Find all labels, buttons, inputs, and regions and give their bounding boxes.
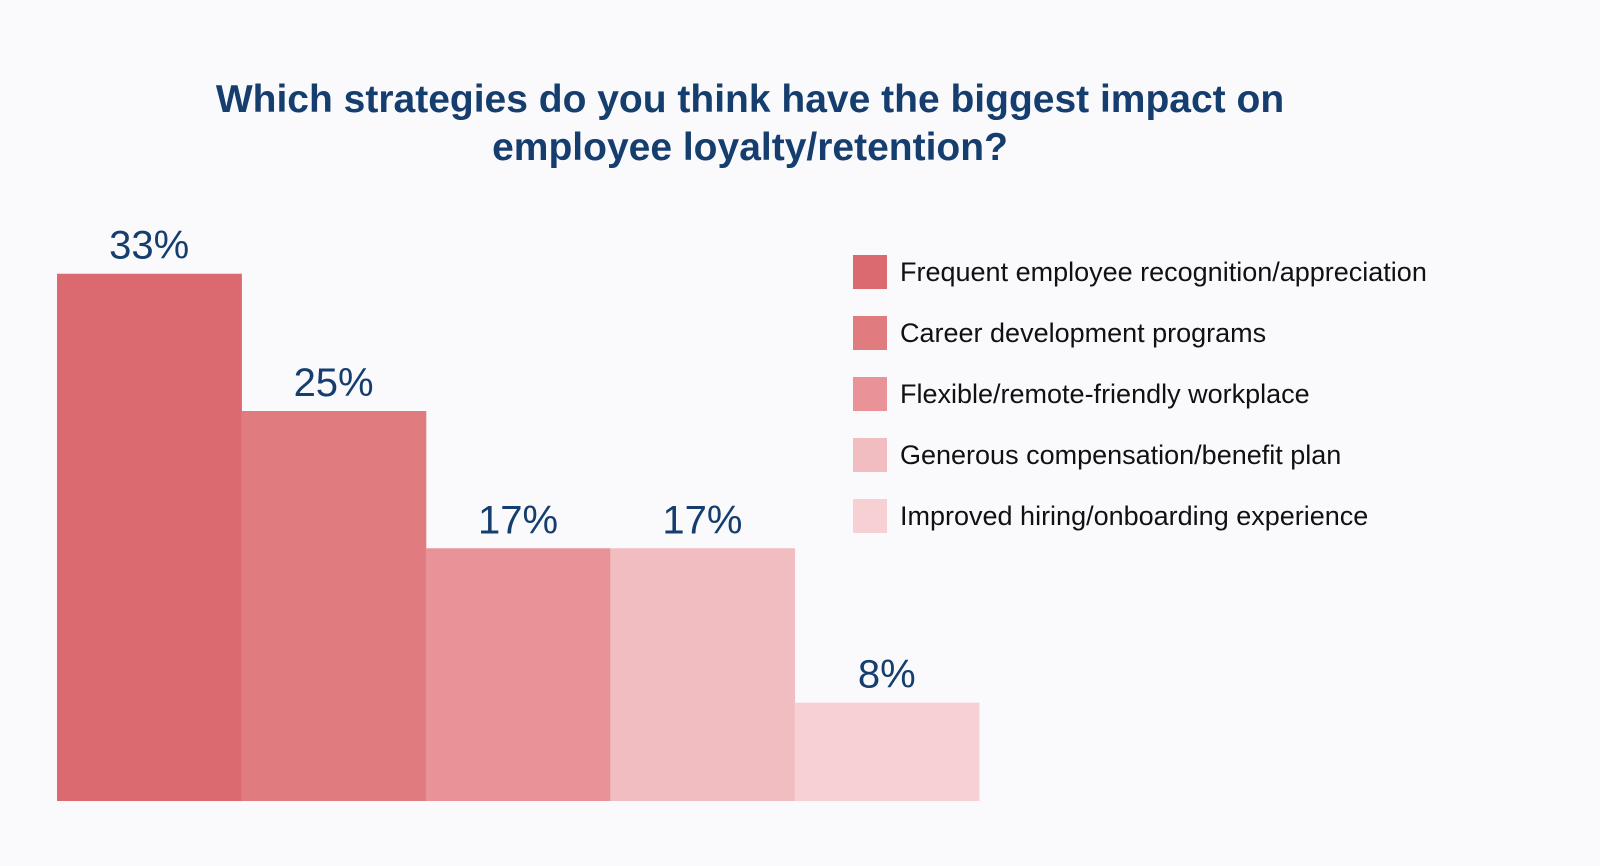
legend-swatch bbox=[853, 255, 887, 289]
legend-item: Frequent employee recognition/appreciati… bbox=[853, 255, 1427, 289]
bar-3 bbox=[610, 548, 796, 801]
legend-label: Generous compensation/benefit plan bbox=[900, 439, 1342, 470]
data-label-1: 25% bbox=[294, 361, 374, 405]
data-label-0: 33% bbox=[109, 224, 189, 268]
bar-2 bbox=[425, 548, 611, 801]
legend: Frequent employee recognition/appreciati… bbox=[853, 255, 1427, 560]
legend-label: Flexible/remote-friendly workplace bbox=[900, 378, 1310, 409]
legend-label: Improved hiring/onboarding experience bbox=[900, 500, 1369, 531]
legend-item: Improved hiring/onboarding experience bbox=[853, 499, 1427, 533]
legend-swatch bbox=[853, 316, 887, 350]
bar-4 bbox=[794, 702, 980, 801]
legend-item: Generous compensation/benefit plan bbox=[853, 438, 1427, 472]
chart-title-line-2: employee loyalty/retention? bbox=[492, 126, 1008, 169]
legend-swatch bbox=[853, 499, 887, 533]
bar-1 bbox=[241, 411, 427, 801]
chart-title: Which strategies do you think have the b… bbox=[0, 76, 1500, 172]
legend-swatch bbox=[853, 438, 887, 472]
legend-swatch bbox=[853, 377, 887, 411]
legend-label: Frequent employee recognition/appreciati… bbox=[900, 256, 1427, 287]
data-label-2: 17% bbox=[478, 498, 558, 542]
legend-item: Career development programs bbox=[853, 316, 1427, 350]
data-label-3: 17% bbox=[662, 498, 742, 542]
chart-title-line-1: Which strategies do you think have the b… bbox=[215, 78, 1285, 121]
legend-item: Flexible/remote-friendly workplace bbox=[853, 377, 1427, 411]
legend-label: Career development programs bbox=[900, 317, 1267, 348]
bar-0 bbox=[57, 273, 242, 802]
data-label-4: 8% bbox=[858, 653, 916, 697]
